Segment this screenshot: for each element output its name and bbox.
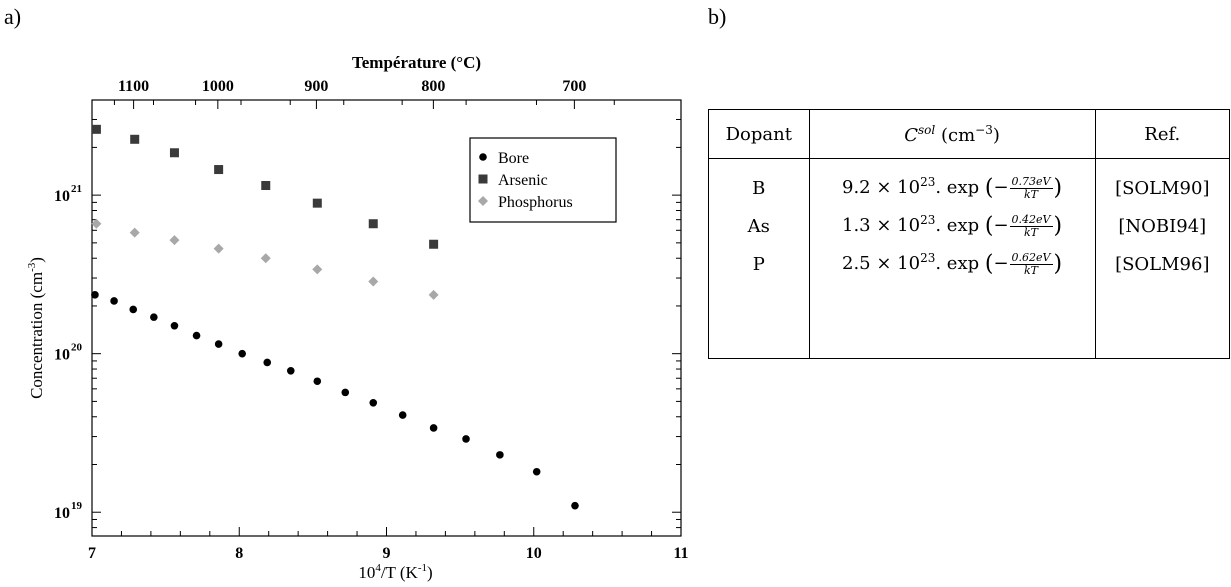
y-tick-exponent: 21 [71, 183, 82, 195]
y-tick-label: 10 [54, 347, 70, 364]
data-point-bore [214, 340, 223, 348]
data-point-arsenic [169, 148, 179, 158]
y-tick-exponent: 19 [71, 500, 83, 512]
data-point-bore [313, 377, 322, 386]
table-row: B 9.2 × 1023. exp (− 0.73eV kT) [SOLM90] [708, 158, 1231, 207]
data-point-phosphorus [129, 227, 140, 238]
data-point-arsenic [312, 198, 322, 208]
data-point-phosphorus [368, 276, 379, 287]
cell-csol: 9.2 × 1023. exp (− 0.73eV kT) [808, 158, 1096, 207]
data-point-phosphorus [260, 253, 271, 264]
top-tick-label: 800 [421, 78, 445, 95]
cell-csol: 2.5 × 1023. exp (− 0.62eV kT) [808, 245, 1096, 283]
data-point-bore [110, 297, 118, 305]
data-point-phosphorus [428, 289, 439, 300]
cell-dopant: B [708, 158, 810, 207]
y-tick-label: 10 [54, 188, 70, 205]
top-tick-label: 700 [562, 78, 586, 95]
data-point-phosphorus [169, 235, 180, 246]
top-tick-label: 1100 [118, 78, 149, 95]
top-axis-title: Température (°C) [352, 53, 481, 72]
cell-ref: [SOLM96] [1094, 245, 1231, 283]
data-point-bore [571, 501, 579, 510]
data-point-bore [91, 291, 99, 299]
legend-marker-arsenic [478, 174, 488, 184]
header-dopant: Dopant [708, 109, 810, 159]
panel-label-b: b) [708, 4, 727, 29]
data-point-bore [462, 435, 470, 443]
x-tick-label: 9 [383, 545, 391, 562]
cell-ref: [NOBI94] [1094, 207, 1231, 245]
data-point-arsenic [368, 219, 378, 229]
table-row: As 1.3 × 1023. exp (− 0.42eV kT) [NOBI94] [708, 207, 1231, 245]
legend-label-bore: Bore [498, 150, 529, 167]
data-point-arsenic [429, 239, 439, 249]
data-point-phosphorus [213, 243, 224, 254]
legend-label-arsenic: Arsenic [498, 172, 548, 189]
data-point-phosphorus [312, 264, 323, 275]
data-point-bore [170, 321, 179, 330]
data-point-phosphorus [91, 218, 102, 229]
legend-box [469, 137, 617, 223]
top-tick-label: 1000 [202, 78, 234, 95]
data-point-bore [532, 467, 541, 476]
solubility-table: Dopant Csol (cm−3) Ref. B 9.2 × 1023. ex… [708, 109, 1231, 359]
header-csol: Csol (cm−3) [808, 109, 1096, 159]
data-point-bore [398, 411, 407, 419]
data-point-arsenic [130, 134, 140, 144]
panel-label-a: a) [4, 4, 22, 29]
data-point-arsenic [91, 124, 101, 134]
cell-dopant: P [708, 245, 810, 283]
data-point-bore [369, 398, 378, 407]
data-point-bore [286, 366, 295, 375]
x-tick-label: 7 [88, 545, 96, 562]
top-tick-label: 900 [304, 78, 328, 95]
x-axis-title: 104/T (K-1) [358, 562, 432, 582]
x-tick-label: 10 [526, 545, 542, 562]
x-tick-label: 11 [673, 545, 688, 562]
data-point-bore [129, 305, 138, 314]
data-point-arsenic [214, 165, 224, 175]
table-empty-row [708, 283, 1231, 359]
data-point-bore [150, 313, 158, 321]
data-point-bore [263, 358, 272, 367]
data-point-bore [341, 388, 350, 397]
header-ref: Ref. [1094, 109, 1231, 159]
cell-csol: 1.3 × 1023. exp (− 0.42eV kT) [808, 207, 1096, 245]
table-header-row: Dopant Csol (cm−3) Ref. [708, 109, 1231, 159]
legend-marker-bore [479, 153, 487, 161]
y-axis-title: Concentration (cm-3) [26, 257, 46, 399]
x-tick-label: 8 [235, 545, 243, 562]
legend-marker-phosphorus [478, 196, 488, 206]
data-point-bore [192, 331, 201, 340]
data-point-arsenic [261, 181, 271, 191]
legend-label-phosphorus: Phosphorus [498, 194, 573, 211]
cell-ref: [SOLM90] [1094, 158, 1231, 207]
data-point-bore [238, 349, 246, 358]
data-point-bore [496, 451, 504, 459]
y-tick-label: 10 [54, 505, 70, 522]
table-row: P 2.5 × 1023. exp (− 0.62eV kT) [SOLM96] [708, 245, 1231, 283]
cell-dopant: As [708, 207, 810, 245]
y-tick-exponent: 20 [71, 342, 83, 354]
data-point-bore [429, 424, 438, 432]
